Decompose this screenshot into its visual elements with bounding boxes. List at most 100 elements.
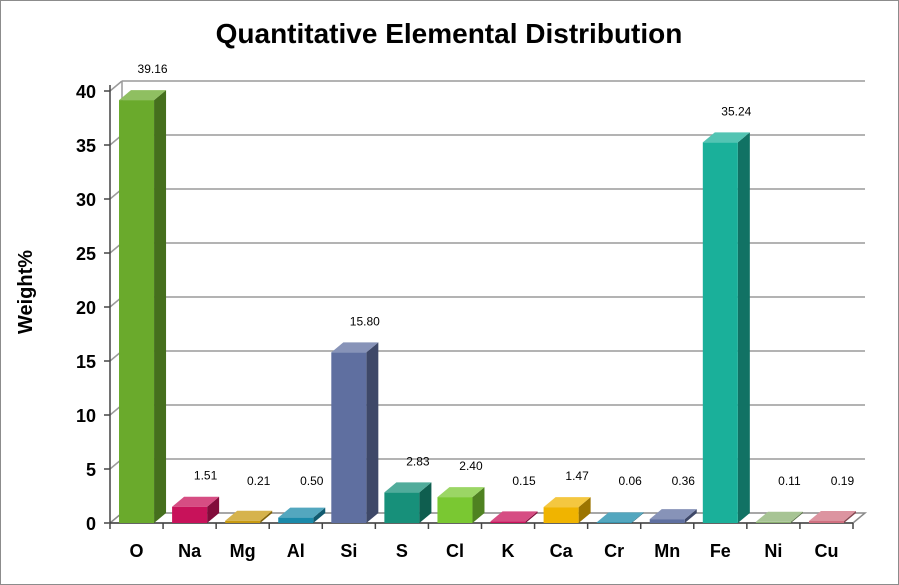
y-tick-label: 35 bbox=[76, 136, 96, 156]
x-tick-label-fe: Fe bbox=[710, 541, 731, 561]
gridlines bbox=[109, 80, 865, 470]
bar-top bbox=[649, 509, 697, 520]
bar-cu bbox=[808, 510, 856, 523]
bar-side bbox=[790, 511, 803, 523]
bar-al bbox=[278, 507, 326, 523]
data-label-cl: 2.40 bbox=[459, 459, 483, 473]
bar-top bbox=[278, 507, 326, 518]
bar-o bbox=[119, 90, 167, 524]
bar-front bbox=[172, 506, 208, 523]
bar-side bbox=[472, 487, 485, 523]
data-labels: 39.16 1.51 0.21 0.50 15.80 2.83 2.40 0.15 1.47 0.… bbox=[138, 62, 855, 488]
bar-top bbox=[119, 90, 167, 101]
x-tick-label-mg: Mg bbox=[230, 541, 256, 561]
bar-cr bbox=[596, 512, 644, 523]
bar-top bbox=[384, 482, 432, 493]
data-label-fe: 35.24 bbox=[721, 104, 751, 118]
bar-top bbox=[808, 510, 856, 521]
data-label-o: 39.16 bbox=[138, 62, 168, 76]
bar-top bbox=[331, 342, 379, 353]
bar-side bbox=[525, 511, 538, 523]
x-tick-label-mn: Mn bbox=[654, 541, 680, 561]
bar-s bbox=[384, 482, 432, 523]
y-tick-label: 40 bbox=[76, 82, 96, 102]
bar-front bbox=[331, 352, 367, 523]
bar-mn bbox=[649, 509, 697, 523]
bar-na bbox=[172, 496, 220, 523]
bar-top bbox=[702, 132, 750, 143]
data-label-cr: 0.06 bbox=[618, 474, 642, 488]
bar-side bbox=[154, 90, 167, 524]
chart-floor bbox=[107, 512, 868, 524]
x-tick-label-cl: Cl bbox=[446, 541, 464, 561]
y-tick-label: 0 bbox=[86, 514, 96, 534]
bar-side bbox=[578, 497, 591, 523]
data-label-na: 1.51 bbox=[194, 469, 218, 483]
x-tick-label-s: S bbox=[396, 541, 408, 561]
data-label-k: 0.15 bbox=[512, 474, 536, 488]
data-label-mn: 0.36 bbox=[672, 474, 696, 488]
y-tick-label: 10 bbox=[76, 406, 96, 426]
x-tick-label-ca: Ca bbox=[550, 541, 574, 561]
y-tick-label: 30 bbox=[76, 190, 96, 210]
bar-top bbox=[490, 511, 538, 522]
data-label-cu: 0.19 bbox=[831, 474, 855, 488]
y-axis-label: Weight% bbox=[15, 250, 37, 334]
x-tick-label-cu: Cu bbox=[814, 541, 838, 561]
bar-side bbox=[313, 507, 326, 523]
bar-front bbox=[278, 517, 314, 523]
bar-top bbox=[225, 510, 273, 521]
axes bbox=[104, 81, 868, 529]
bar-side bbox=[260, 510, 273, 523]
bar-front bbox=[808, 520, 844, 523]
y-tick-label: 20 bbox=[76, 298, 96, 318]
x-tick-label-na: Na bbox=[178, 541, 202, 561]
data-label-al: 0.50 bbox=[300, 474, 324, 488]
bar-front bbox=[543, 507, 579, 523]
bar-top bbox=[596, 512, 644, 523]
bar-side bbox=[684, 509, 697, 523]
bar-front bbox=[490, 521, 526, 523]
bar-side bbox=[631, 512, 644, 523]
data-label-si: 15.80 bbox=[350, 314, 380, 328]
x-tick-labels: O Na Mg Al Si S Cl K Ca Cr Mn Fe Ni Cu bbox=[130, 541, 839, 561]
bar-k bbox=[490, 511, 538, 523]
bar-ca bbox=[543, 497, 591, 523]
bar-top bbox=[172, 496, 220, 507]
data-label-ca: 1.47 bbox=[565, 469, 589, 483]
bar-side bbox=[207, 496, 220, 523]
bar-front bbox=[702, 142, 738, 523]
chart-title: Quantitative Elemental Distribution bbox=[216, 18, 683, 49]
bar-front bbox=[225, 520, 261, 523]
x-tick-label-ni: Ni bbox=[764, 541, 782, 561]
bar-front bbox=[755, 521, 791, 523]
bar-cl bbox=[437, 487, 485, 523]
bar-mg bbox=[225, 510, 273, 523]
bar-front bbox=[649, 519, 685, 523]
y-tick-label: 25 bbox=[76, 244, 96, 264]
bar-top bbox=[437, 487, 485, 498]
bar-front bbox=[437, 497, 473, 523]
y-tick-label: 15 bbox=[76, 352, 96, 372]
data-label-s: 2.83 bbox=[406, 454, 430, 468]
bar-side bbox=[843, 510, 856, 523]
bar-top bbox=[755, 511, 803, 522]
bar-fe bbox=[702, 132, 750, 523]
bar-front bbox=[596, 522, 632, 523]
y-tick-label: 5 bbox=[86, 460, 96, 480]
x-tick-label-cr: Cr bbox=[604, 541, 624, 561]
x-tick-label-o: O bbox=[130, 541, 144, 561]
bar-top bbox=[543, 497, 591, 508]
x-tick-label-k: K bbox=[502, 541, 515, 561]
y-tick-labels: 0 5 10 15 20 25 30 35 40 bbox=[76, 82, 96, 534]
bar-side bbox=[366, 342, 379, 523]
data-label-mg: 0.21 bbox=[247, 474, 271, 488]
x-tick-label-al: Al bbox=[287, 541, 305, 561]
data-label-ni: 0.11 bbox=[778, 474, 801, 488]
bar-side bbox=[419, 482, 432, 523]
bar-front bbox=[384, 492, 420, 523]
bar-front bbox=[119, 100, 155, 524]
bar-side bbox=[737, 132, 750, 523]
bar-ni bbox=[755, 511, 803, 523]
